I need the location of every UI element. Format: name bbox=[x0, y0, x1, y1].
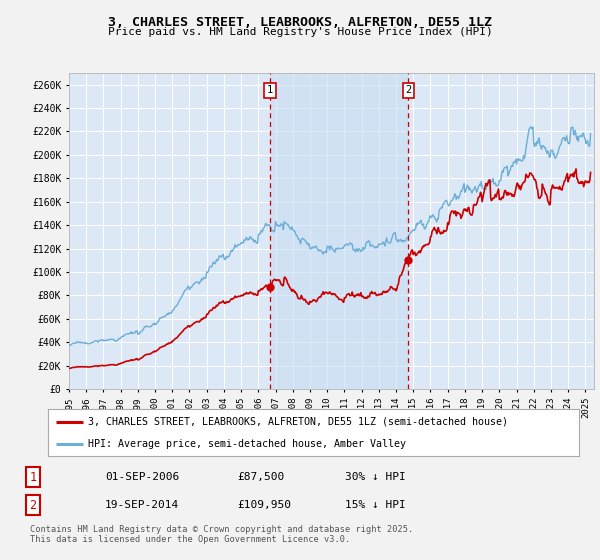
Text: 2: 2 bbox=[406, 85, 412, 95]
Text: 19-SEP-2014: 19-SEP-2014 bbox=[105, 500, 179, 510]
Text: 2: 2 bbox=[29, 498, 37, 512]
Text: 15% ↓ HPI: 15% ↓ HPI bbox=[345, 500, 406, 510]
Text: 1: 1 bbox=[267, 85, 273, 95]
Text: 01-SEP-2006: 01-SEP-2006 bbox=[105, 472, 179, 482]
Text: £109,950: £109,950 bbox=[237, 500, 291, 510]
Bar bbox=[270, 73, 409, 389]
Text: 30% ↓ HPI: 30% ↓ HPI bbox=[345, 472, 406, 482]
Text: HPI: Average price, semi-detached house, Amber Valley: HPI: Average price, semi-detached house,… bbox=[88, 438, 406, 449]
Text: 1: 1 bbox=[29, 470, 37, 484]
Text: Contains HM Land Registry data © Crown copyright and database right 2025.
This d: Contains HM Land Registry data © Crown c… bbox=[30, 525, 413, 544]
Text: Price paid vs. HM Land Registry's House Price Index (HPI): Price paid vs. HM Land Registry's House … bbox=[107, 27, 493, 37]
Text: 3, CHARLES STREET, LEABROOKS, ALFRETON, DE55 1LZ: 3, CHARLES STREET, LEABROOKS, ALFRETON, … bbox=[108, 16, 492, 29]
Text: £87,500: £87,500 bbox=[237, 472, 284, 482]
Text: 3, CHARLES STREET, LEABROOKS, ALFRETON, DE55 1LZ (semi-detached house): 3, CHARLES STREET, LEABROOKS, ALFRETON, … bbox=[88, 417, 508, 427]
